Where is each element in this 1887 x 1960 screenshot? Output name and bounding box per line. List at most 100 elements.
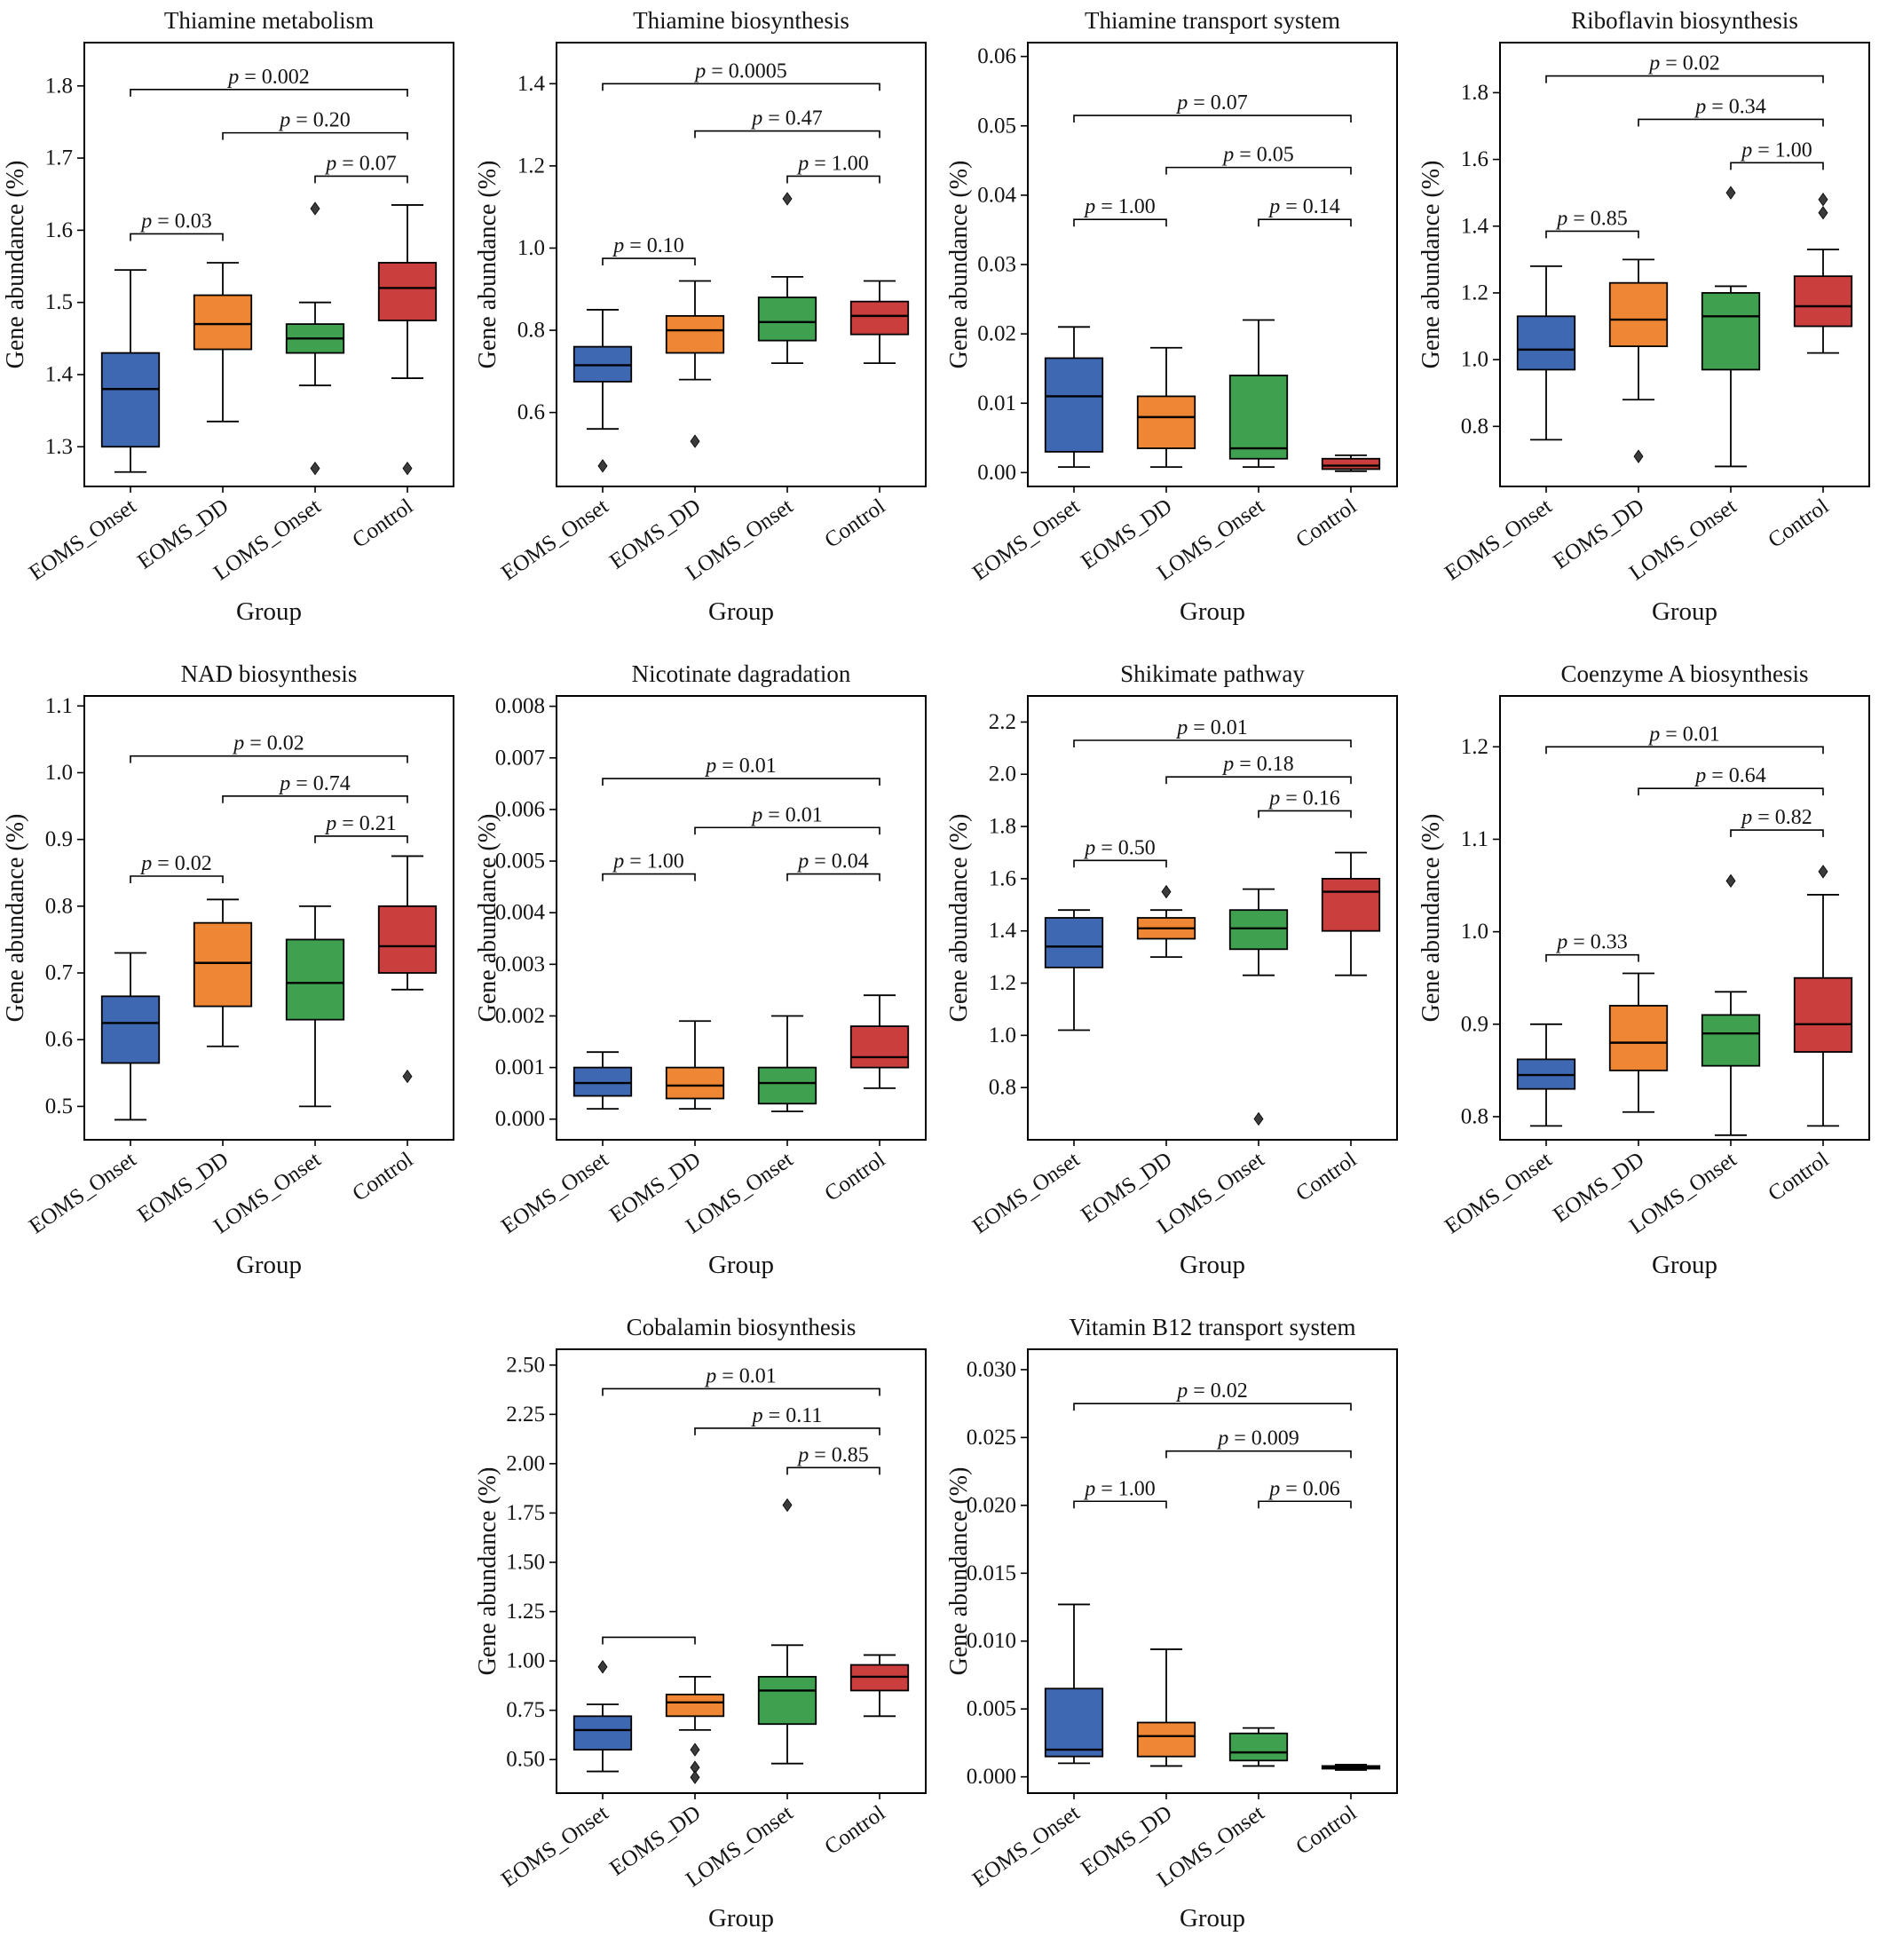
p-value-bracket (1165, 776, 1352, 785)
p-value-bracket (1544, 75, 1824, 83)
outlier-point (402, 461, 413, 476)
x-axis-label: Group (1180, 1251, 1245, 1279)
p-value-label: p = 0.07 (324, 152, 397, 175)
p-value-bracket (314, 835, 408, 843)
boxplot-shikimate-pathway: Shikimate pathway Gene abundance (%) 0.8 1.… (945, 660, 1398, 1279)
p-value-bracket (601, 1636, 696, 1645)
x-tick-label: Control (1764, 494, 1833, 553)
y-axis-label: Gene abundance (%) (1417, 161, 1445, 369)
y-tick-label: 0.015 (967, 1561, 1016, 1585)
y-axis-label: Gene abundance (%) (474, 814, 501, 1023)
outlier-point (690, 1743, 699, 1757)
p-value-label: p = 1.00 (796, 152, 869, 175)
box-body (1701, 292, 1760, 371)
y-tick-label: 1.4 (45, 362, 74, 386)
box-body (665, 1693, 724, 1718)
y-tick-label: 0.006 (494, 797, 544, 821)
boxplot-riboflavin-biosynthesis: Riboflavin biosynthesis Gene abundance (%… (1417, 7, 1870, 626)
p-value-bracket (222, 131, 408, 140)
box-control (1793, 865, 1852, 1127)
x-tick-label: EOMS_Onset (497, 1148, 612, 1239)
p-value-label: p = 0.20 (278, 109, 351, 132)
box-control (849, 994, 909, 1089)
box-eoms-dd (1136, 1648, 1196, 1767)
box-eoms-onset (1044, 909, 1104, 1031)
panel-title: NAD biosynthesis (181, 660, 358, 687)
p-value-label: p = 1.00 (612, 850, 684, 873)
y-tick-label: 0.6 (517, 400, 544, 424)
y-tick-label: 1.0 (1460, 348, 1488, 372)
y-tick-label: 1.6 (45, 218, 73, 242)
x-axis-label: Group (1651, 1251, 1717, 1279)
y-tick-label: 0.50 (506, 1748, 545, 1772)
y-tick-label: 1.8 (45, 74, 73, 98)
y-tick-label: 2.2 (989, 710, 1016, 734)
panel-vitamin-b12-transport-system: Vitamin B12 transport system Gene abundan… (944, 1307, 1415, 1960)
p-value-label: p = 0.01 (704, 755, 777, 778)
x-tick-label: EOMS_Onset (968, 1801, 1084, 1893)
x-tick-label: Control (1291, 1801, 1361, 1860)
x-axis-label: Group (707, 597, 773, 626)
y-tick-label: 0.005 (967, 1697, 1016, 1721)
box-body (193, 294, 253, 351)
p-value-label: p = 0.02 (232, 732, 304, 755)
y-tick-label: 0.6 (45, 1028, 73, 1052)
y-tick-label: 0.008 (494, 694, 544, 718)
y-tick-label: 0.5 (45, 1095, 73, 1118)
p-value-label: p = 0.01 (750, 803, 823, 826)
y-tick-label: 0.9 (1460, 1012, 1488, 1036)
box-eoms-dd (665, 1675, 724, 1784)
x-tick-label: EOMS_Onset (497, 1801, 612, 1893)
p-value-label: p = 0.06 (1267, 1477, 1340, 1500)
p-value-bracket (1258, 1500, 1352, 1509)
outlier-point (1818, 865, 1828, 879)
panel-coenzyme-a-biosynthesis: Coenzyme A biosynthesis Gene abundance (%… (1416, 653, 1887, 1307)
p-value-bracket (1729, 829, 1824, 838)
box-body (377, 905, 438, 974)
x-tick-label: EOMS_Onset (497, 494, 612, 586)
y-axis-label: Gene abundance (%) (945, 161, 973, 369)
p-value-label: p = 0.01 (704, 1364, 777, 1387)
p-value-bracket (693, 826, 880, 835)
box-body (1321, 457, 1381, 470)
y-tick-label: 0.8 (1460, 1104, 1488, 1128)
p-value-label: p = 0.04 (796, 850, 869, 873)
panel-cobalamin-biosynthesis: Cobalamin biosynthesis Gene abundance (%)… (472, 1307, 944, 1960)
panel-riboflavin-biosynthesis: Riboflavin biosynthesis Gene abundance (%… (1416, 0, 1887, 653)
box-eoms-dd (665, 1020, 724, 1110)
p-value-bracket (1073, 218, 1167, 227)
y-tick-label: 0.010 (967, 1629, 1016, 1653)
y-axis-label: Gene abundance (%) (474, 161, 501, 369)
box-control (1321, 454, 1381, 472)
box-loms-onset (757, 1498, 817, 1765)
box-eoms-dd (1136, 346, 1196, 469)
outlier-point (402, 1069, 413, 1084)
y-axis-label: Gene abundance (%) (2, 161, 29, 369)
p-value-label: p = 0.01 (1175, 716, 1248, 739)
y-tick-label: 0.01 (977, 391, 1016, 415)
y-tick-label: 0.020 (967, 1493, 1016, 1517)
x-axis-label: Group (1180, 1904, 1245, 1932)
y-tick-label: 1.0 (517, 236, 544, 260)
y-tick-label: 0.002 (494, 1004, 544, 1028)
y-tick-label: 0.03 (977, 253, 1016, 277)
y-tick-label: 0.04 (977, 183, 1016, 207)
y-tick-label: 0.8 (45, 894, 73, 918)
box-body (377, 262, 438, 321)
box-body (1228, 1732, 1289, 1762)
outlier-point (1818, 193, 1828, 207)
p-value-bracket (1073, 1403, 1352, 1411)
p-value-label: p = 0.14 (1267, 195, 1340, 218)
panel-title: Nicotinate dagradation (631, 660, 850, 687)
box-control (849, 280, 909, 365)
y-tick-label: 1.2 (1460, 281, 1488, 304)
p-value-bracket (130, 89, 408, 97)
outlier-point (597, 1660, 607, 1674)
p-value-bracket (222, 794, 408, 803)
panel-nicotinate-dagradation: Nicotinate dagradation Gene abundance (%)… (472, 653, 944, 1307)
box-control (1321, 851, 1381, 976)
p-value-label: p = 0.0005 (693, 59, 787, 83)
box-loms-onset (285, 202, 345, 476)
y-tick-label: 1.5 (45, 290, 73, 314)
y-tick-label: 1.8 (1460, 81, 1488, 105)
